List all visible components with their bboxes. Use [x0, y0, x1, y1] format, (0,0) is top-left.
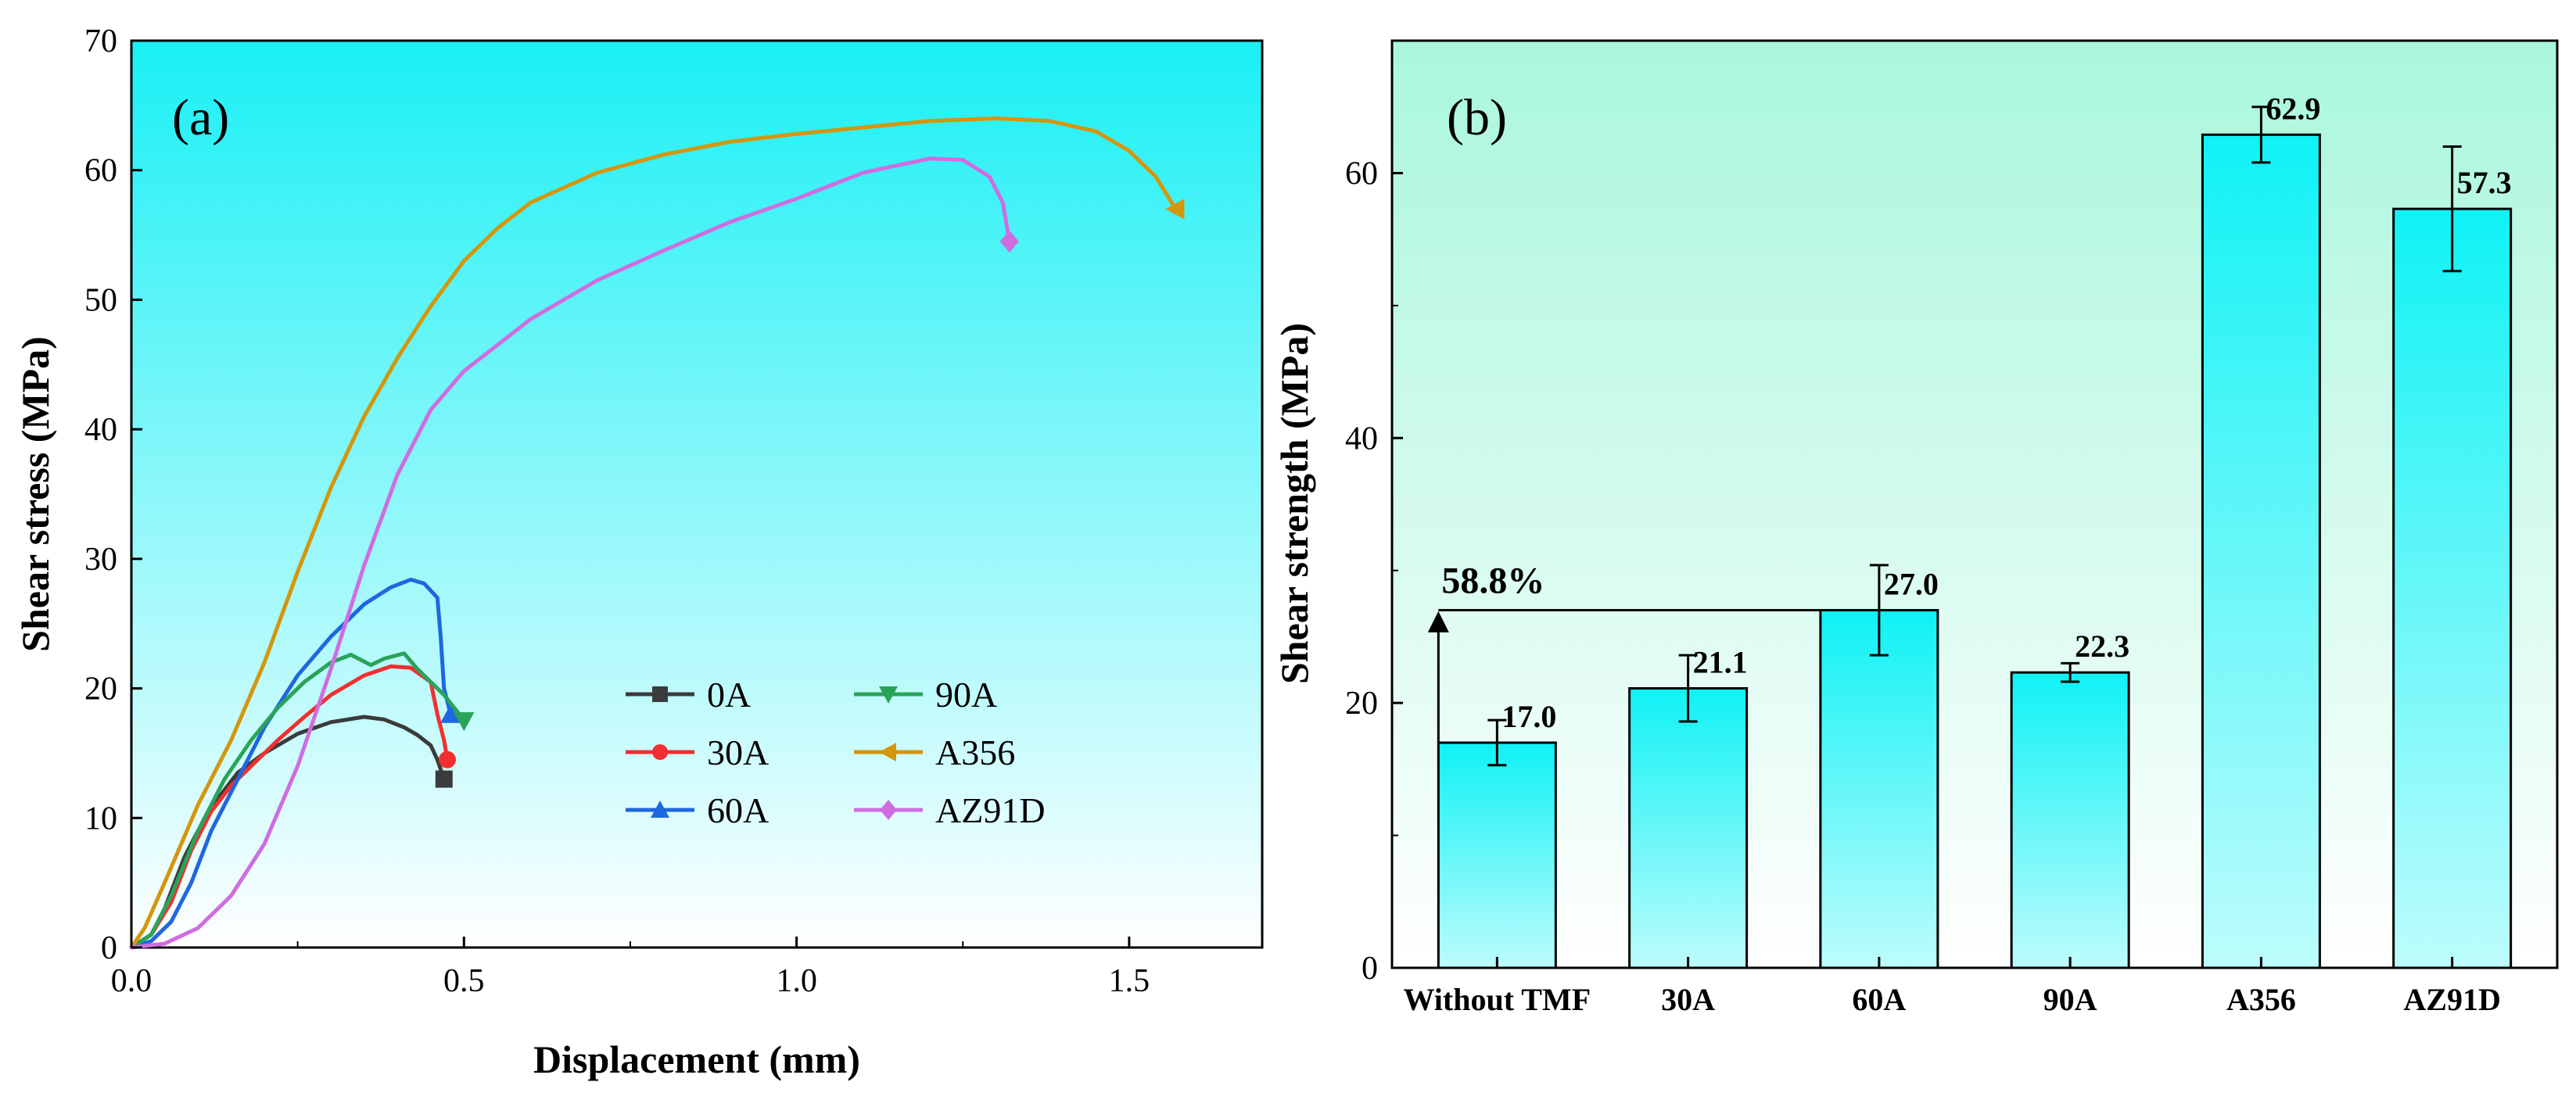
bar-90a — [2010, 671, 2130, 969]
panel-b-bars-group: 17.0 21.1 27.0 22.3 62.9 57.3 — [1437, 91, 2513, 969]
panel-b-y-tick-label: 40 — [1345, 421, 1378, 457]
bar-az91d — [2392, 207, 2513, 969]
series-end-marker-0a — [435, 770, 453, 788]
bar-without-tmf — [1437, 741, 1557, 969]
panel-a-y-tick-label: 0 — [101, 930, 117, 966]
panel-a-x-tick-label: 1.5 — [1109, 963, 1150, 999]
legend-marker-90a — [879, 686, 898, 704]
category-label-a356: A356 — [2226, 982, 2296, 1017]
legend-marker-az91d — [880, 800, 897, 820]
panel-a-x-tick-label: 0.5 — [443, 963, 485, 999]
panel-a-y-tick-label: 40 — [84, 412, 117, 448]
bar-60a — [1819, 609, 1939, 969]
series-end-marker-az91d — [999, 230, 1019, 253]
panel-a-x-axis-title: Displacement (mm) — [533, 1037, 860, 1081]
legend-label-60a: 60A — [707, 790, 769, 830]
panel-b-label: (b) — [1447, 89, 1507, 146]
panel-a-y-tick-label: 20 — [84, 672, 117, 708]
panel-b-y-axis-title: Shear strength (MPa) — [1272, 323, 1316, 684]
bar-value-label-az91d: 57.3 — [2457, 165, 2512, 200]
bar-value-label-60a: 27.0 — [1884, 567, 1939, 602]
panel-a-y-tick-label: 30 — [84, 542, 117, 578]
panel-b-y-tick-label: 60 — [1345, 156, 1378, 192]
category-label-30a: 30A — [1661, 982, 1715, 1017]
panel-b-y-axis: 0 20 40 60 — [1345, 156, 1403, 987]
percent-increase-label: 58.8% — [1441, 561, 1545, 602]
category-label-90a: 90A — [2043, 982, 2097, 1017]
legend-label-a356: A356 — [935, 733, 1015, 772]
bar-30a — [1628, 687, 1749, 969]
panel-b-bar-chart: 17.0 21.1 27.0 22.3 62.9 57.3 0 20 40 60 Without… — [1272, 39, 2559, 1017]
panel-a-label: (a) — [172, 89, 229, 146]
legend-label-0a: 0A — [707, 675, 751, 715]
panel-a-y-axis: 0 10 20 30 40 50 60 70 — [84, 23, 142, 966]
panel-a-y-tick-label: 10 — [84, 801, 117, 837]
legend-label-90a: 90A — [935, 675, 997, 715]
series-line-a356 — [129, 116, 1178, 950]
bar-a356 — [2201, 133, 2321, 969]
panel-a-x-tick-label: 1.0 — [776, 963, 817, 999]
legend-marker-0a — [652, 686, 668, 702]
panel-a-series-group — [129, 116, 1185, 950]
panel-a-x-axis: 0.0 0.5 1.0 1.5 — [111, 937, 1150, 999]
series-line-60a — [129, 577, 453, 950]
panel-a-legend: 0A 30A 60A 90A A356 AZ91D — [626, 675, 1046, 830]
panel-b-y-tick-label: 20 — [1345, 686, 1378, 722]
bar-value-label-without-tmf: 17.0 — [1501, 699, 1556, 734]
category-label-az91d: AZ91D — [2403, 982, 2500, 1017]
panel-b-y-tick-label: 0 — [1362, 951, 1378, 987]
series-end-marker-a356 — [1165, 199, 1185, 220]
series-line-az91d — [129, 156, 1012, 950]
panel-a-x-tick-label: 0.0 — [111, 963, 152, 999]
legend-marker-a356 — [879, 743, 896, 761]
panel-a-y-axis-title: Shear stress (MPa) — [13, 336, 57, 652]
panel-b-x-axis: Without TMF 30A 60A 90A A356 AZ91D — [1404, 957, 2501, 1017]
panel-b-annotation: 58.8% — [1427, 561, 1879, 743]
series-end-marker-60a — [440, 704, 461, 723]
series-line-0a — [129, 715, 447, 950]
legend-marker-30a — [652, 744, 668, 760]
series-line-90a — [129, 651, 466, 950]
panel-a-y-tick-label: 70 — [84, 23, 117, 59]
series-end-marker-30a — [439, 751, 457, 768]
panel-a-plot-area — [130, 39, 1264, 949]
bar-value-label-90a: 22.3 — [2075, 629, 2129, 664]
panel-a-y-tick-label: 60 — [84, 153, 117, 189]
panel-a-line-chart: 0.0 0.5 1.0 1.5 0 10 20 30 40 50 60 70 (a) Displac… — [13, 23, 1264, 1081]
category-label-without-tmf: Without TMF — [1404, 982, 1591, 1017]
legend-label-30a: 30A — [707, 733, 769, 772]
bar-value-label-a356: 62.9 — [2266, 91, 2320, 126]
category-label-60a: 60A — [1852, 982, 1906, 1017]
legend-marker-60a — [651, 801, 669, 818]
panel-a-y-tick-label: 50 — [84, 282, 117, 318]
series-end-marker-90a — [454, 712, 475, 732]
panel-b-plot-area — [1390, 39, 2559, 969]
bar-value-label-30a: 21.1 — [1693, 645, 1748, 680]
legend-label-az91d: AZ91D — [935, 790, 1046, 830]
